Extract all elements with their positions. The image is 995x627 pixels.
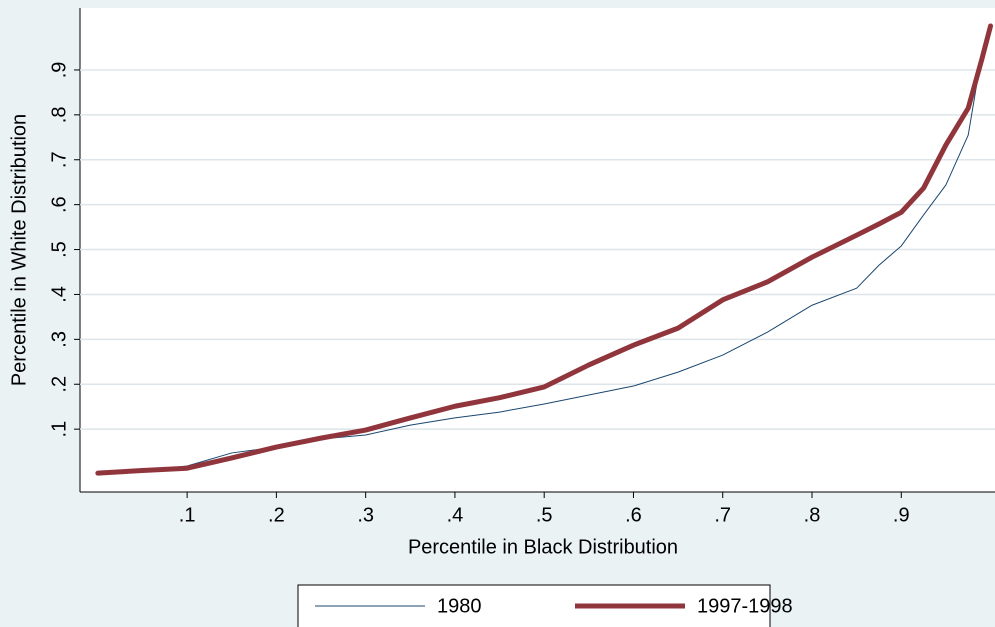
x-tick-label: .1 <box>179 504 196 526</box>
legend-label: 1980 <box>437 595 482 617</box>
y-tick-label: .6 <box>48 196 70 213</box>
y-tick-label: .9 <box>48 62 70 79</box>
x-tick-label: .5 <box>536 504 553 526</box>
y-axis-title: Percentile in White Distribution <box>8 114 30 386</box>
y-tick-label: .8 <box>48 107 70 124</box>
y-tick-label: .4 <box>48 286 70 303</box>
x-tick-label: .8 <box>804 504 821 526</box>
y-tick-label: .5 <box>48 241 70 258</box>
x-axis-title: Percentile in Black Distribution <box>408 536 678 558</box>
y-tick-label: .2 <box>48 376 70 393</box>
legend-label: 1997-1998 <box>697 595 793 617</box>
x-tick-label: .9 <box>893 504 910 526</box>
x-tick-label: .2 <box>268 504 285 526</box>
x-tick-label: .6 <box>625 504 642 526</box>
x-tick-label: .3 <box>357 504 374 526</box>
y-tick-label: .1 <box>48 421 70 438</box>
x-tick-label: .7 <box>714 504 731 526</box>
y-tick-label: .7 <box>48 151 70 168</box>
line-series <box>95 23 994 476</box>
y-tick-label: .3 <box>48 331 70 348</box>
x-tick-label: .4 <box>447 504 464 526</box>
